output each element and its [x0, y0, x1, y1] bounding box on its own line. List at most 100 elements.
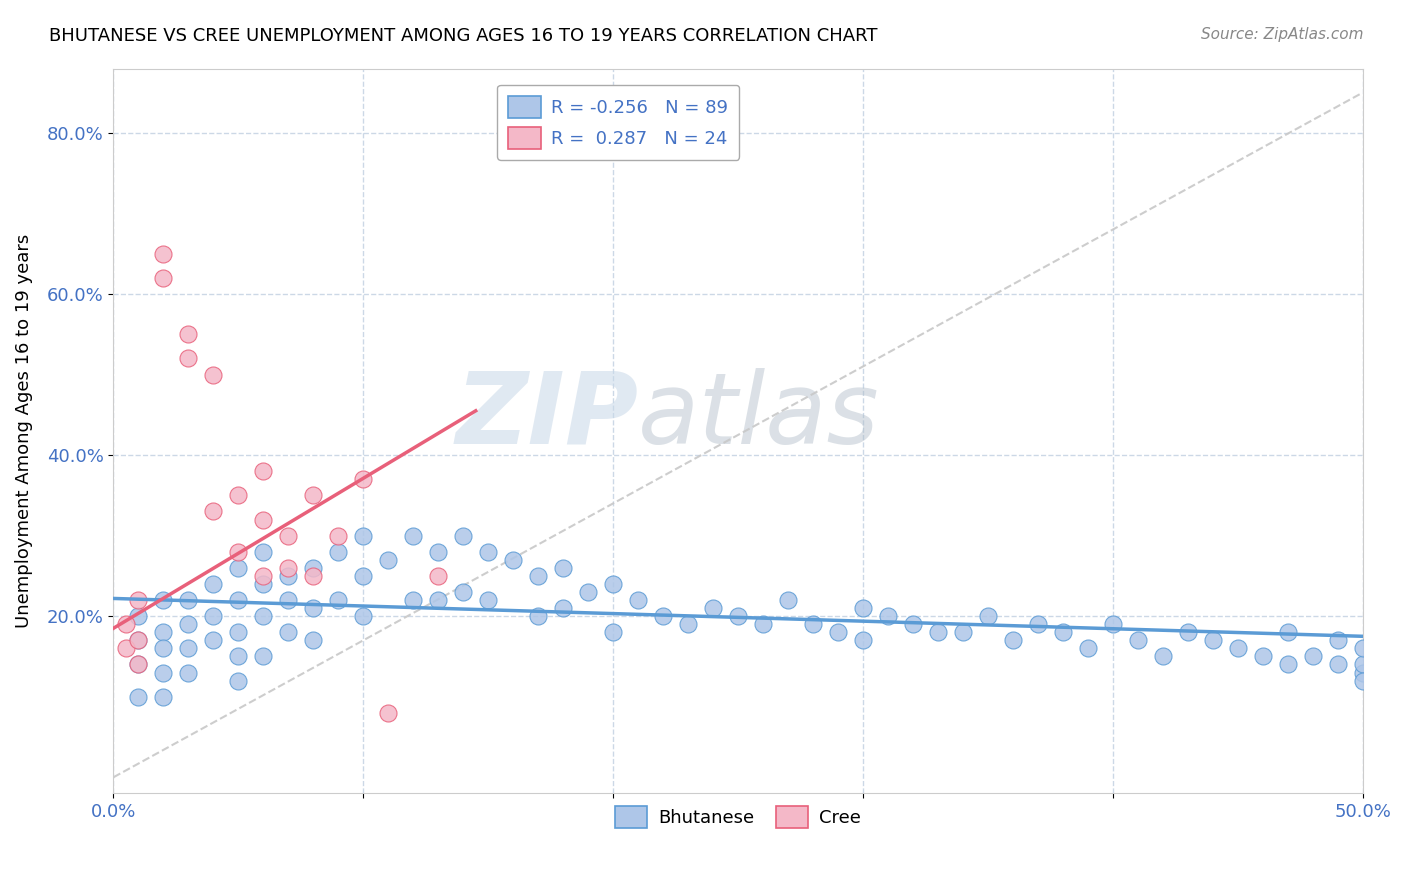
Point: [827, 625, 849, 640]
Point: [127, 657, 149, 672]
Point: [177, 641, 200, 656]
Point: [152, 665, 174, 680]
Point: [177, 665, 200, 680]
Point: [302, 601, 325, 615]
Point: [352, 472, 374, 486]
Y-axis label: Unemployment Among Ages 16 to 19 years: Unemployment Among Ages 16 to 19 years: [15, 234, 32, 628]
Point: [152, 690, 174, 704]
Point: [252, 545, 274, 559]
Point: [127, 657, 149, 672]
Point: [1101, 617, 1123, 632]
Point: [127, 609, 149, 624]
Point: [152, 641, 174, 656]
Point: [427, 545, 450, 559]
Point: [202, 368, 225, 382]
Point: [302, 569, 325, 583]
Point: [553, 601, 575, 615]
Point: [1351, 657, 1374, 672]
Point: [1126, 633, 1149, 648]
Point: [1052, 625, 1074, 640]
Point: [202, 504, 225, 518]
Point: [402, 528, 425, 542]
Point: [202, 577, 225, 591]
Point: [228, 649, 250, 664]
Point: [377, 706, 399, 720]
Point: [228, 545, 250, 559]
Point: [602, 577, 624, 591]
Point: [1351, 673, 1374, 688]
Point: [302, 561, 325, 575]
Point: [252, 577, 274, 591]
Point: [1277, 657, 1299, 672]
Point: [852, 601, 875, 615]
Point: [702, 601, 724, 615]
Point: [115, 617, 138, 632]
Point: [527, 609, 550, 624]
Point: [152, 625, 174, 640]
Point: [676, 617, 699, 632]
Point: [277, 569, 299, 583]
Text: ZIP: ZIP: [456, 368, 638, 465]
Point: [228, 593, 250, 607]
Point: [901, 617, 924, 632]
Point: [127, 690, 149, 704]
Point: [402, 593, 425, 607]
Point: [502, 553, 524, 567]
Point: [1152, 649, 1174, 664]
Point: [602, 625, 624, 640]
Point: [252, 609, 274, 624]
Point: [1302, 649, 1324, 664]
Point: [228, 488, 250, 502]
Point: [328, 528, 350, 542]
Point: [727, 609, 749, 624]
Point: [352, 528, 374, 542]
Point: [451, 585, 474, 599]
Point: [352, 569, 374, 583]
Point: [252, 569, 274, 583]
Point: [1001, 633, 1024, 648]
Point: [776, 593, 799, 607]
Point: [302, 633, 325, 648]
Text: Source: ZipAtlas.com: Source: ZipAtlas.com: [1201, 27, 1364, 42]
Point: [527, 569, 550, 583]
Point: [627, 593, 650, 607]
Point: [202, 633, 225, 648]
Point: [328, 545, 350, 559]
Point: [177, 327, 200, 342]
Point: [952, 625, 974, 640]
Point: [1177, 625, 1199, 640]
Point: [228, 673, 250, 688]
Point: [1026, 617, 1049, 632]
Point: [127, 633, 149, 648]
Point: [277, 593, 299, 607]
Point: [451, 528, 474, 542]
Point: [115, 641, 138, 656]
Point: [852, 633, 875, 648]
Point: [1326, 657, 1348, 672]
Point: [252, 512, 274, 526]
Point: [1226, 641, 1249, 656]
Point: [252, 649, 274, 664]
Legend: Bhutanese, Cree: Bhutanese, Cree: [607, 798, 869, 835]
Point: [277, 561, 299, 575]
Point: [1351, 641, 1374, 656]
Point: [1077, 641, 1099, 656]
Point: [277, 625, 299, 640]
Point: [477, 545, 499, 559]
Point: [652, 609, 675, 624]
Point: [228, 625, 250, 640]
Point: [1251, 649, 1274, 664]
Point: [377, 553, 399, 567]
Text: BHUTANESE VS CREE UNEMPLOYMENT AMONG AGES 16 TO 19 YEARS CORRELATION CHART: BHUTANESE VS CREE UNEMPLOYMENT AMONG AGE…: [49, 27, 877, 45]
Point: [477, 593, 499, 607]
Point: [877, 609, 900, 624]
Point: [1277, 625, 1299, 640]
Point: [177, 617, 200, 632]
Point: [152, 271, 174, 285]
Point: [152, 593, 174, 607]
Point: [427, 593, 450, 607]
Point: [1351, 665, 1374, 680]
Point: [752, 617, 775, 632]
Point: [252, 464, 274, 478]
Point: [352, 609, 374, 624]
